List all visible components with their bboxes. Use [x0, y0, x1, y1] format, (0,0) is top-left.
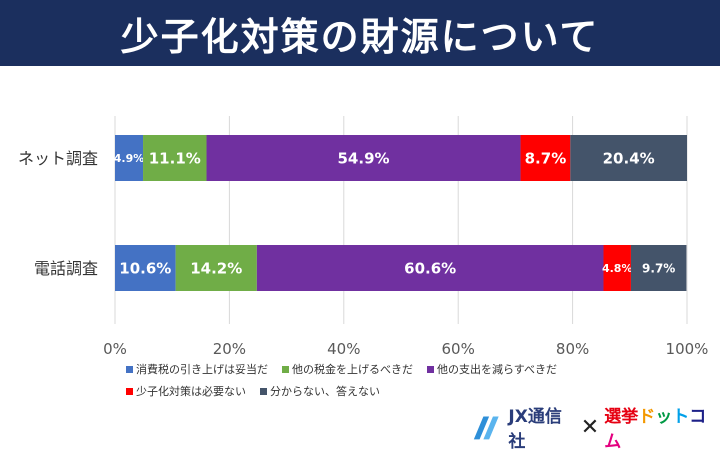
- data-label: 10.6%: [119, 259, 171, 277]
- senkyo-logo-char: ド: [638, 407, 656, 427]
- data-label: 4.9%: [114, 152, 145, 165]
- legend-item: 他の税金を上げるべきだ: [282, 361, 413, 377]
- bar-segment: [115, 135, 144, 181]
- legend-item: 他の支出を減らすべきだ: [427, 361, 557, 377]
- bar-segment: [115, 245, 176, 291]
- bar-segment: [206, 135, 521, 181]
- senkyo-logo-char: ム: [604, 432, 622, 452]
- legend-swatch: [260, 387, 267, 395]
- x-tick-label: 0%: [103, 340, 127, 358]
- data-label: 9.7%: [642, 261, 675, 275]
- bar-segment: [256, 245, 604, 291]
- x-tick-label: 20%: [213, 340, 246, 358]
- legend-item: 分からない、答えない: [260, 383, 380, 399]
- data-label: 11.1%: [149, 149, 201, 167]
- senkyo-logo-char: 挙: [621, 407, 639, 427]
- bar-segment: [570, 135, 687, 181]
- data-label: 60.6%: [404, 259, 456, 277]
- logo-area: JX通信社 ✕ 選挙ドットコム: [470, 407, 718, 452]
- legend-label: 消費税の引き上げは妥当だ: [136, 363, 268, 376]
- senkyo-logo-text: 選挙ドットコム: [604, 402, 718, 452]
- header-banner: 少子化対策の財源について: [0, 0, 720, 66]
- chart-legend: 消費税の引き上げは妥当だ 他の税金を上げるべきだ 他の支出を減らすべきだ少子化対策は…: [126, 361, 596, 399]
- x-tick-label: 40%: [327, 340, 360, 358]
- bar-segment: [520, 135, 571, 181]
- data-label: 20.4%: [603, 149, 655, 167]
- category-label: 電話調査: [34, 259, 98, 278]
- data-label: 8.7%: [525, 149, 567, 167]
- legend-label: 少子化対策は必要ない: [136, 385, 246, 398]
- x-tick-label: 80%: [556, 340, 589, 358]
- senkyo-logo-char: 選: [604, 407, 622, 427]
- legend-label: 他の支出を減らすべきだ: [437, 363, 558, 376]
- bar-segment: [175, 245, 257, 291]
- senkyo-logo-char: ッ: [655, 407, 673, 427]
- bar-segment: [603, 245, 631, 291]
- jx-logo-icon: [473, 416, 499, 440]
- senkyo-logo-char: ト: [672, 407, 690, 427]
- data-label: 54.9%: [338, 149, 390, 167]
- x-tick-label: 100%: [666, 340, 709, 358]
- legend-label: 分からない、答えない: [270, 385, 380, 398]
- data-label: 4.8%: [602, 262, 633, 275]
- senkyo-logo-char: コ: [689, 407, 707, 427]
- legend-swatch: [126, 387, 133, 395]
- legend-swatch: [126, 365, 133, 373]
- legend-label: 他の税金を上げるべきだ: [292, 363, 413, 376]
- legend-item: 少子化対策は必要ない: [126, 383, 246, 399]
- x-tick-label: 60%: [442, 340, 475, 358]
- bar-segment: [143, 135, 207, 181]
- data-label: 14.2%: [190, 259, 242, 277]
- bar-segment: [630, 245, 687, 291]
- cross-mark: ✕: [580, 414, 600, 440]
- page-title: 少子化対策の財源について: [120, 14, 600, 59]
- category-label: ネット調査: [18, 149, 98, 168]
- legend-swatch: [427, 365, 434, 373]
- legend-item: 消費税の引き上げは妥当だ: [126, 361, 268, 377]
- legend-swatch: [282, 365, 289, 373]
